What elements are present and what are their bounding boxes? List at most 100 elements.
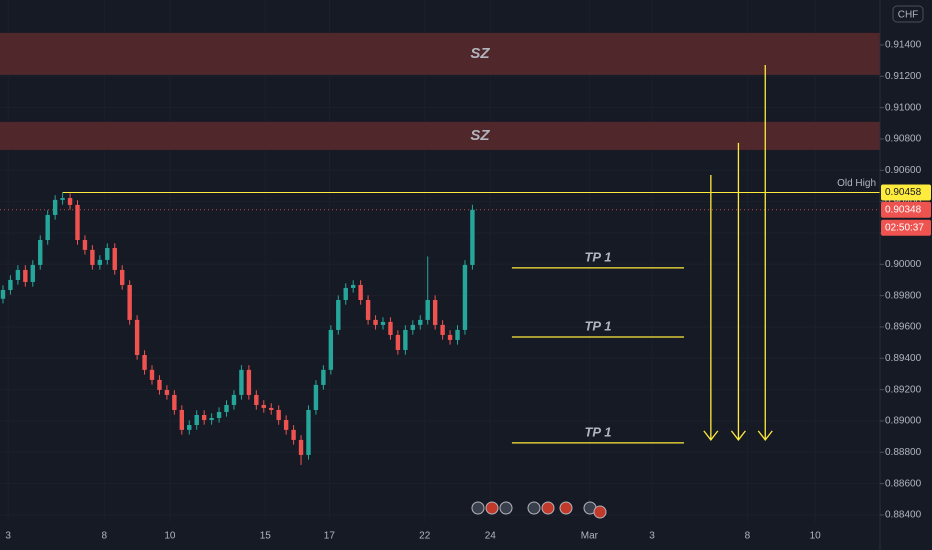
event-icon bbox=[499, 501, 513, 515]
arrow-head bbox=[730, 430, 746, 441]
candle-body bbox=[164, 389, 170, 395]
candle-body bbox=[52, 199, 58, 215]
supply-zone bbox=[0, 32, 880, 75]
candle-body bbox=[15, 269, 21, 280]
candle-body bbox=[30, 264, 35, 282]
candle-body bbox=[75, 204, 80, 241]
y-tick-label: 0.89600 bbox=[885, 322, 922, 333]
price-label-box bbox=[881, 184, 931, 201]
candle-body bbox=[120, 269, 125, 285]
candle-body bbox=[425, 300, 430, 320]
candle-body bbox=[358, 284, 363, 301]
y-tick-label: 0.88600 bbox=[885, 478, 922, 489]
candle-body bbox=[157, 379, 162, 390]
y-tick-label: 0.90000 bbox=[885, 259, 922, 270]
y-tick-label: 0.91400 bbox=[885, 40, 922, 51]
candle-body bbox=[261, 404, 266, 408]
event-icon bbox=[527, 501, 541, 515]
candle-body bbox=[388, 321, 393, 335]
x-tick-label: Mar bbox=[581, 531, 599, 542]
zone-label: SZ bbox=[470, 45, 490, 62]
candle-body bbox=[343, 287, 348, 301]
candle-body bbox=[194, 414, 199, 426]
candle-body bbox=[313, 384, 319, 410]
x-tick-label: 15 bbox=[260, 531, 272, 542]
y-tick-label: 0.88400 bbox=[885, 510, 922, 521]
candle-body bbox=[231, 394, 237, 405]
candle-body bbox=[306, 409, 311, 455]
candle-body bbox=[403, 329, 408, 350]
candle-body bbox=[8, 279, 13, 290]
candle-body bbox=[455, 329, 460, 340]
candle-body bbox=[380, 321, 386, 325]
candle-body bbox=[298, 439, 304, 455]
old-high-label: Old High bbox=[837, 178, 876, 189]
target-label: TP 1 bbox=[584, 318, 611, 333]
event-icon bbox=[559, 501, 573, 515]
y-tick-label: 0.89200 bbox=[885, 384, 922, 395]
x-tick-label: 10 bbox=[164, 531, 176, 542]
y-tick-label: 0.90600 bbox=[885, 165, 922, 176]
candle-body bbox=[105, 247, 110, 260]
countdown-box bbox=[881, 219, 931, 236]
candle-body bbox=[410, 324, 416, 330]
candle-body bbox=[254, 394, 259, 405]
candle-body bbox=[365, 300, 371, 320]
event-icon bbox=[485, 501, 499, 515]
arrow-head bbox=[703, 430, 719, 441]
target-label: TP 1 bbox=[584, 424, 611, 439]
y-tick-label: 0.90400 bbox=[885, 196, 922, 207]
y-tick-label: 0.91200 bbox=[885, 71, 922, 82]
candle-body bbox=[112, 247, 117, 270]
candle-body bbox=[172, 394, 177, 410]
x-tick-label: 3 bbox=[649, 531, 655, 542]
price-label: 0.90458 bbox=[885, 187, 922, 198]
candle-body bbox=[82, 240, 88, 250]
grid bbox=[0, 0, 880, 522]
y-tick-label: 0.89000 bbox=[885, 416, 922, 427]
candle-body bbox=[283, 420, 289, 430]
candle-body bbox=[447, 334, 453, 340]
candle-body bbox=[97, 259, 103, 265]
y-tick-label: 0.90800 bbox=[885, 134, 922, 145]
candle-body bbox=[350, 284, 356, 288]
candle-body bbox=[373, 319, 378, 325]
candle-body bbox=[239, 369, 244, 395]
candle-body bbox=[134, 319, 140, 355]
candle-body bbox=[432, 300, 438, 325]
candle-body bbox=[395, 334, 401, 350]
zone-label: SZ bbox=[470, 127, 490, 144]
countdown: 02:50:37 bbox=[885, 222, 924, 233]
currency-badge bbox=[892, 5, 924, 23]
candle-body bbox=[209, 417, 214, 421]
event-icon bbox=[593, 505, 607, 519]
candle-body bbox=[276, 409, 281, 421]
candle-body bbox=[291, 429, 296, 440]
x-tick-label: 3 bbox=[5, 531, 11, 542]
candle-body bbox=[470, 209, 475, 265]
supply-zone bbox=[0, 121, 880, 150]
candle-body bbox=[149, 369, 155, 380]
candle-body bbox=[0, 289, 6, 299]
candle-body bbox=[246, 369, 252, 395]
candle-body bbox=[67, 198, 73, 205]
event-icons bbox=[471, 501, 607, 519]
price-label-box bbox=[881, 201, 931, 218]
plot-area: SZ SZ Old High TP 1 TP 1 TP 1 bbox=[0, 32, 880, 465]
y-tick-label: 0.91000 bbox=[885, 102, 922, 113]
event-icon bbox=[471, 501, 485, 515]
candle-body bbox=[38, 240, 43, 265]
candle-body bbox=[201, 414, 207, 421]
candle-body bbox=[179, 409, 185, 430]
candle-body bbox=[321, 369, 326, 385]
x-tick-label: 10 bbox=[810, 531, 822, 542]
y-tick-label: 0.88800 bbox=[885, 447, 922, 458]
x-tick-label: 24 bbox=[485, 531, 497, 542]
candle-body bbox=[187, 425, 192, 430]
candle-body bbox=[418, 319, 423, 325]
candle-body bbox=[23, 269, 28, 282]
candle-body bbox=[45, 214, 50, 241]
currency-label: CHF bbox=[898, 10, 919, 21]
candle-body bbox=[224, 404, 229, 413]
